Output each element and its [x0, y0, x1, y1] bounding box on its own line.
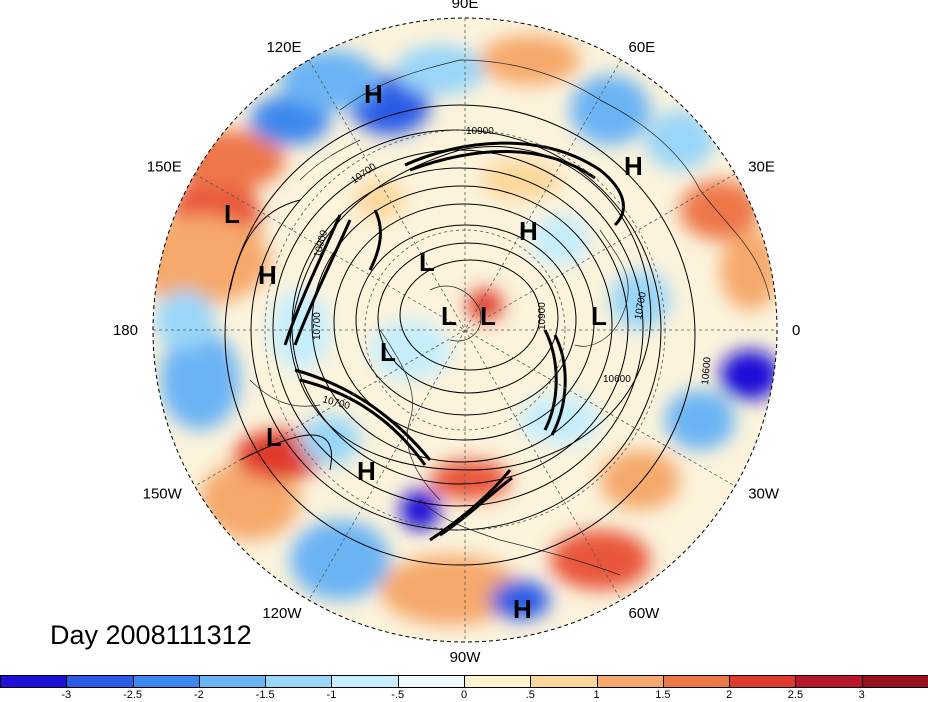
- longitude-label: 60W: [629, 605, 661, 622]
- longitude-label: 150W: [143, 486, 183, 503]
- colorbar-segment: [596, 675, 664, 688]
- contour-label: 10900: [537, 302, 548, 330]
- height-contours: [224, 104, 696, 566]
- longitude-label: 60E: [629, 39, 656, 56]
- longitude-labels: 90E 60E 30E 0 30W 60W 90W 120W 150W 180 150E 120E: [113, 0, 800, 666]
- colorbar-segment: [464, 675, 532, 688]
- anomaly-shading: [153, 18, 777, 642]
- colorbar-segment: [198, 675, 267, 688]
- high-center: H: [513, 594, 532, 624]
- longitude-label: 150E: [147, 159, 182, 176]
- colorbar-segment: [397, 675, 465, 688]
- colorbar-tick-label: -2: [193, 689, 204, 701]
- low-center: L: [419, 247, 435, 277]
- colorbar: -3 -2.5 -2 -1.5 -1 -.5 0 .5 1 1.5 2 2.5 3: [0, 675, 928, 702]
- colorbar-tick-label: -2.5: [123, 689, 143, 701]
- colorbar-segment: [132, 675, 200, 688]
- low-center: L: [266, 422, 282, 452]
- colorbar-segment: [331, 675, 399, 688]
- high-center: H: [519, 216, 538, 246]
- longitude-label: 120E: [266, 39, 301, 56]
- colorbar-tick-label: .5: [525, 689, 535, 701]
- colorbar-tick-label: 2.5: [787, 689, 804, 701]
- colorbar-segment: [729, 675, 797, 688]
- longitude-label: 0: [792, 322, 800, 339]
- colorbar-segment: [530, 675, 598, 688]
- map-boundary: [152, 17, 778, 643]
- contour-label: 10900: [466, 126, 494, 137]
- high-center: H: [364, 79, 383, 109]
- colorbar-tick-label: 0: [460, 689, 468, 701]
- longitude-label: 30E: [748, 159, 775, 176]
- low-center: L: [380, 337, 396, 367]
- contour-label: 10600: [700, 356, 713, 385]
- polar-stereographic-map: 90E 60E 30E 0 30W 60W 90W 120W 150W 180 150E 120E H…: [113, 0, 800, 666]
- colorbar-tick-label: -.5: [391, 689, 405, 701]
- colorbar-segment: [0, 675, 68, 688]
- low-center: L: [224, 199, 240, 229]
- colorbar-tick-label: 2: [726, 689, 733, 701]
- day-label: Day 2008111312: [50, 620, 252, 650]
- colorbar-segment: [861, 675, 928, 688]
- colorbar-tick-label: 1: [593, 689, 600, 701]
- colorbar-tick-label: -1.5: [255, 689, 275, 701]
- low-center: L: [480, 301, 496, 331]
- longitude-label: 180: [113, 322, 138, 339]
- contour-label: 10600: [603, 374, 631, 385]
- high-center: H: [357, 456, 376, 486]
- jet-stream-contours: [283, 141, 625, 542]
- high-center: H: [624, 151, 643, 181]
- colorbar-segment: [795, 675, 863, 688]
- high-center: H: [258, 260, 277, 290]
- colorbar-tick-label: -3: [61, 689, 72, 701]
- longitude-label: 90W: [450, 649, 482, 666]
- colorbar-tick-label: 1.5: [655, 689, 671, 701]
- colorbar-segment: [662, 675, 731, 688]
- colorbar-tick-label: -1: [326, 689, 337, 701]
- contour-label: 10700: [633, 291, 649, 321]
- colorbar-segment: [66, 675, 134, 688]
- colorbar-tick-label: 3: [858, 689, 865, 701]
- low-center: L: [591, 301, 607, 331]
- pressure-centers: H H H H H H L L L L L L L: [224, 79, 643, 624]
- longitude-label: 120W: [262, 605, 302, 622]
- graticule: [153, 18, 777, 642]
- longitude-label: 30W: [748, 486, 780, 503]
- colorbar-segment: [265, 675, 333, 688]
- longitude-label: 90E: [452, 0, 479, 12]
- low-center: L: [441, 301, 457, 331]
- contour-label: 10700: [312, 312, 323, 340]
